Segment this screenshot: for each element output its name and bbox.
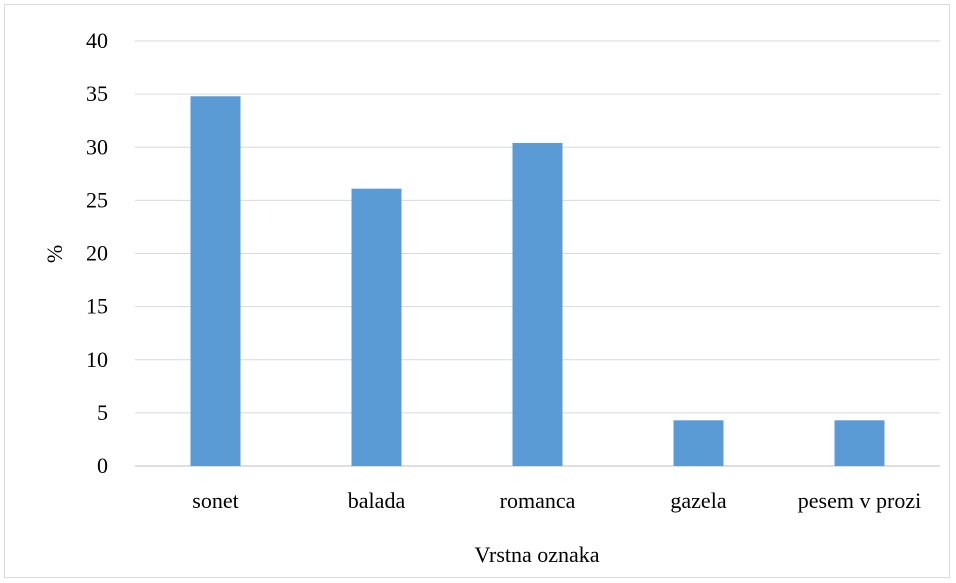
y-tick-label: 40 — [86, 28, 108, 53]
y-tick-label: 20 — [86, 241, 108, 266]
y-tick-label: 25 — [86, 187, 108, 212]
x-axis-label: Vrstna oznaka — [474, 542, 599, 567]
y-tick-label: 35 — [86, 81, 108, 106]
x-tick-label: sonet — [192, 488, 238, 513]
y-tick-label: 0 — [97, 453, 108, 478]
y-tick-label: 10 — [86, 347, 108, 372]
bar-pesem-v-prozi — [834, 420, 885, 466]
x-tick-label: balada — [348, 488, 406, 513]
y-tick-label: 30 — [86, 134, 108, 159]
bar-gazela — [673, 420, 724, 466]
x-tick-label: pesem v prozi — [798, 488, 921, 513]
y-tick-label: 5 — [97, 400, 108, 425]
bar-romanca — [512, 143, 563, 466]
y-tick-labels: 0 5 10 15 20 25 30 35 40 — [86, 28, 108, 478]
x-tick-label: romanca — [500, 488, 576, 513]
x-tick-label: gazela — [670, 488, 726, 513]
chart-frame — [4, 4, 950, 578]
y-tick-label: 15 — [86, 294, 108, 319]
x-tick-labels: sonet balada romanca gazela pesem v prozi — [192, 488, 921, 513]
y-axis-label: % — [42, 245, 67, 263]
bar-balada — [351, 188, 402, 466]
bars — [190, 96, 885, 466]
bar-sonet — [190, 96, 241, 466]
